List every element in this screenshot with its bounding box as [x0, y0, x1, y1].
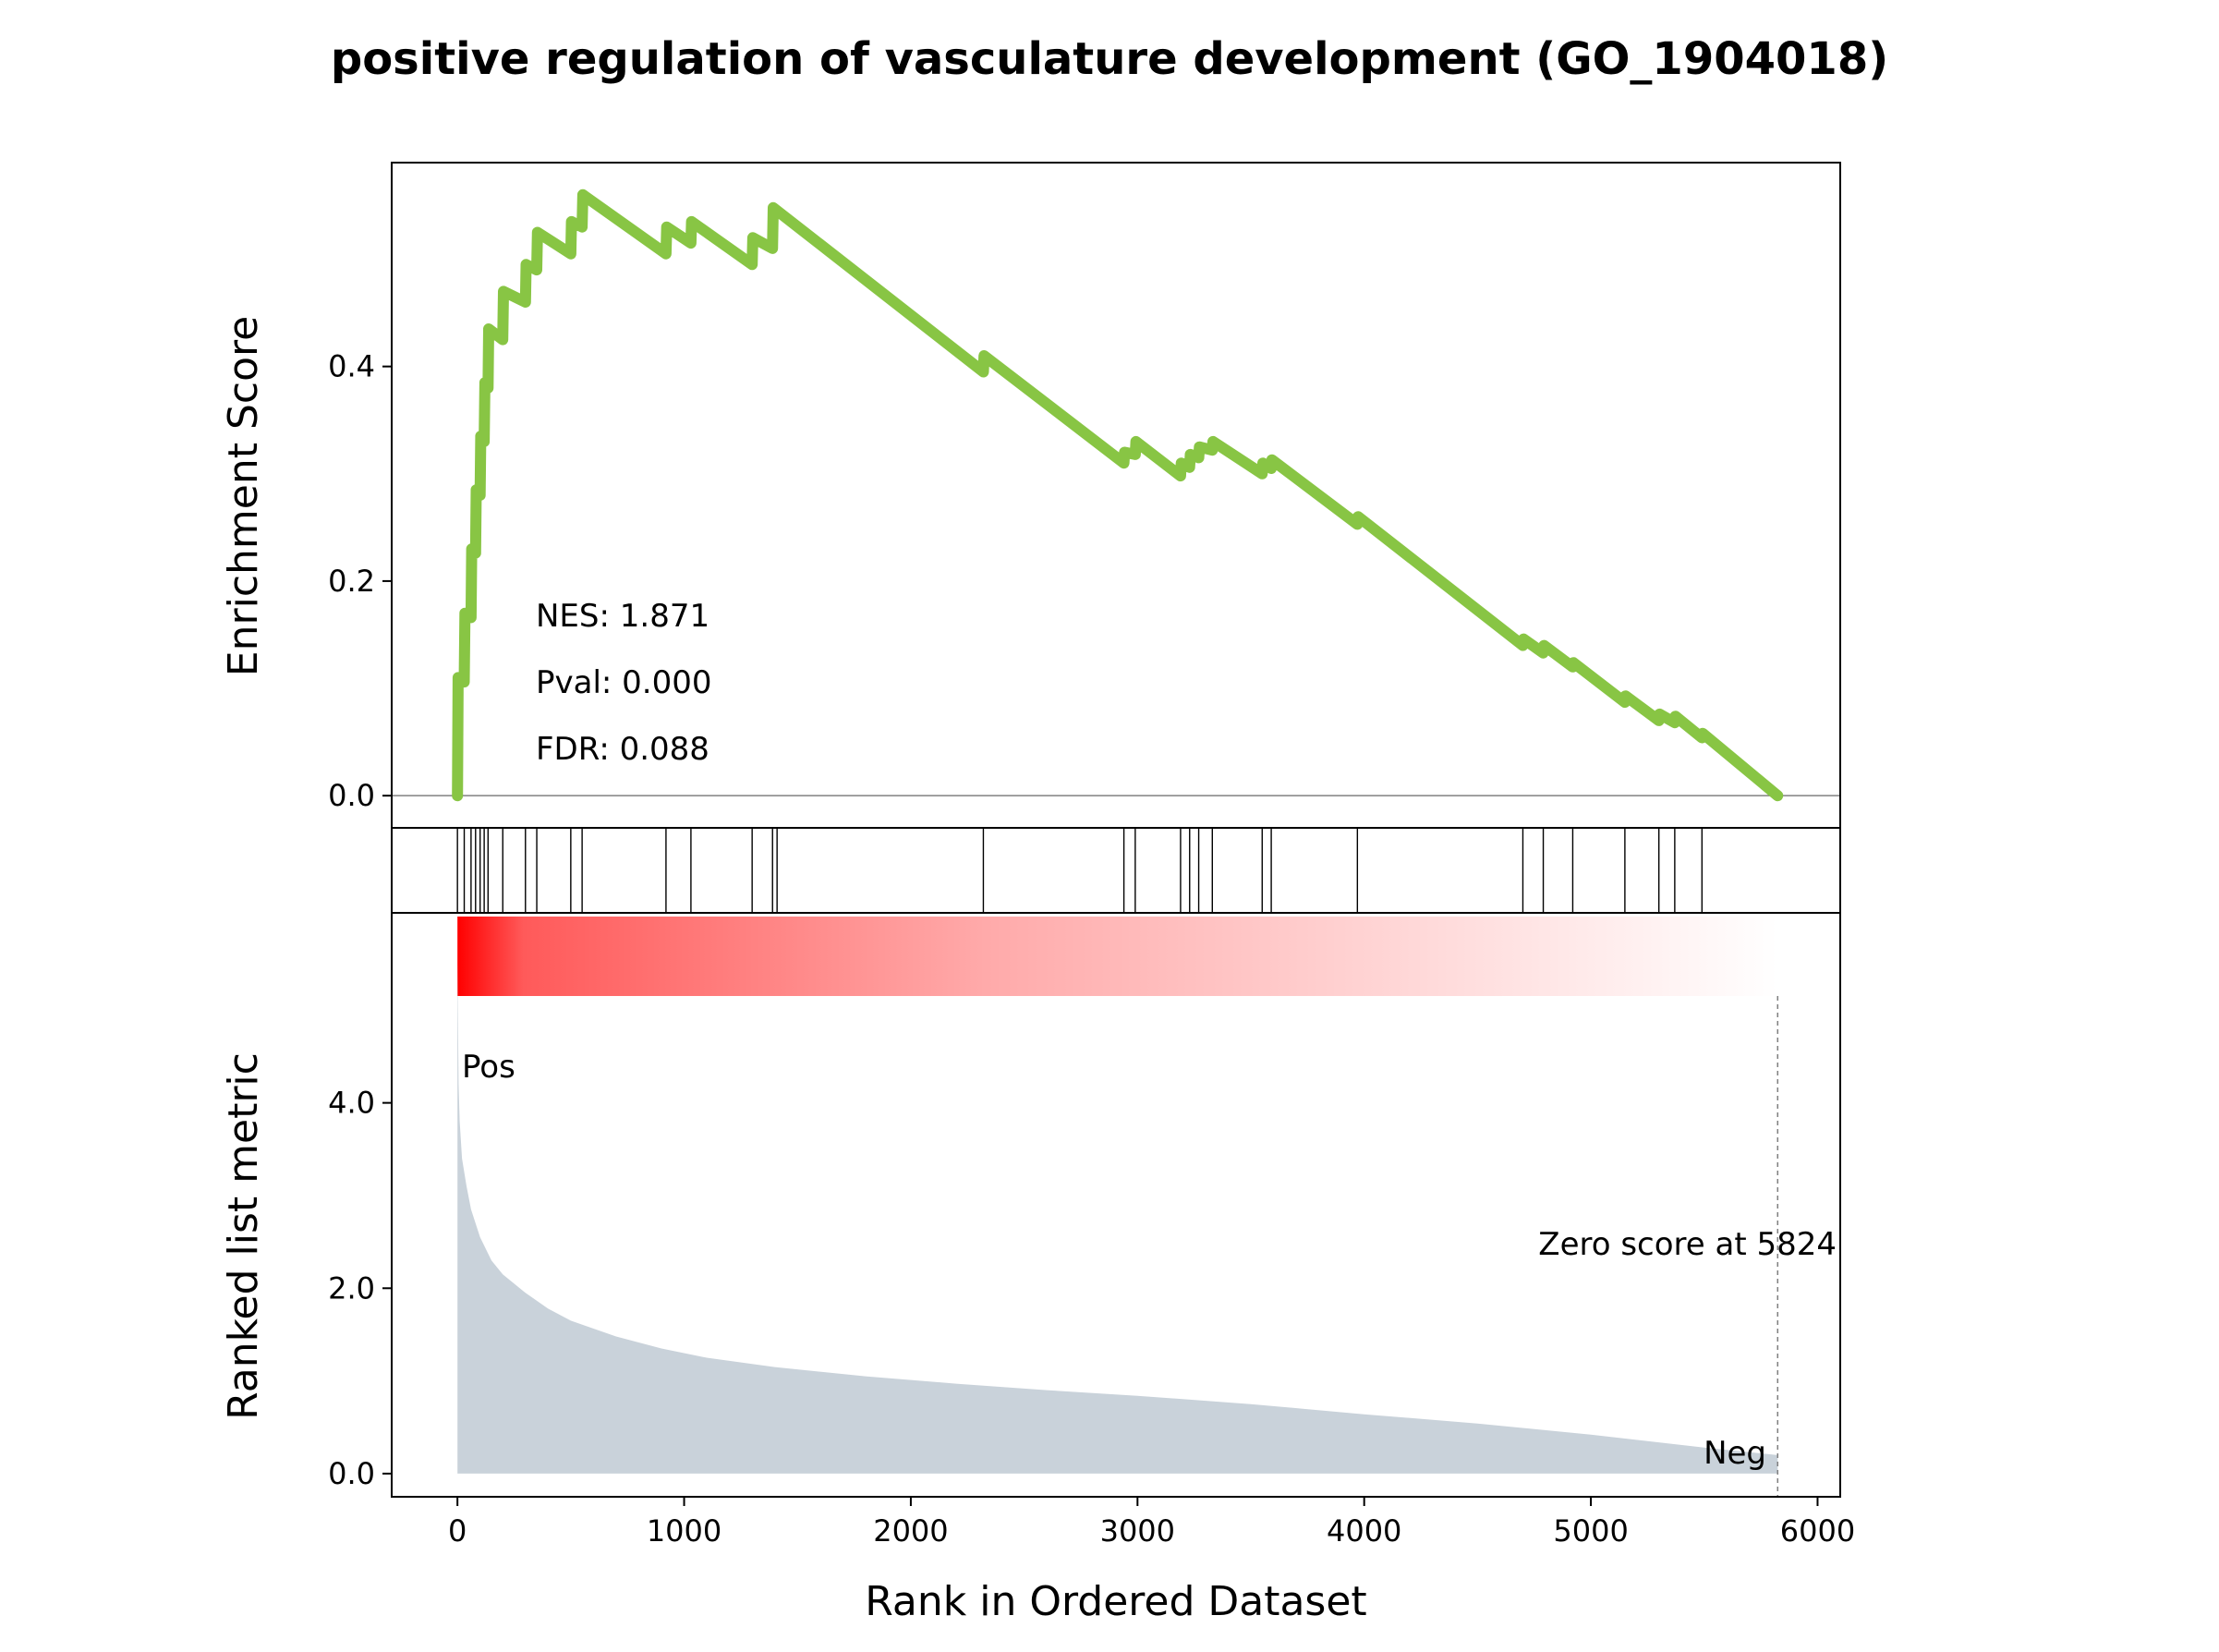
hits-panel-frame — [391, 827, 1841, 914]
rank-y-tick-label: 0.0 — [328, 1456, 375, 1491]
es-y-axis-label: Enrichment Score — [220, 316, 267, 676]
es-y-tick-label: 0.4 — [328, 349, 375, 384]
x-tick-label: 1000 — [647, 1513, 721, 1549]
rank-y-tick-label: 2.0 — [328, 1270, 375, 1306]
x-tick-label: 0 — [448, 1513, 467, 1549]
rank-y-tick-label: 4.0 — [328, 1086, 375, 1121]
ranked-metric-area — [457, 964, 1778, 1474]
zero-score-annotation: Zero score at 5824 — [1538, 1226, 1837, 1263]
es-y-tick-label: 0.2 — [328, 564, 375, 599]
rank-panel-frame — [391, 912, 1841, 1498]
es-panel-frame — [391, 162, 1841, 829]
rank-y-axis-label: Ranked list metric — [220, 1052, 267, 1420]
rank-y-ticks: 0.0 2.0 4.0 — [328, 1086, 392, 1491]
hit-ticks-panel — [391, 827, 1841, 914]
gene-hits — [456, 828, 1704, 913]
x-ticks: 0 1000 2000 3000 4000 5000 6000 — [448, 1497, 1855, 1549]
x-tick-label: 5000 — [1553, 1513, 1628, 1549]
nes-annotation: NES: 1.871 — [536, 598, 709, 635]
fdr-annotation: FDR: 0.088 — [536, 731, 709, 768]
neg-label: Neg — [1704, 1435, 1766, 1472]
enrichment-score-panel: 0.0 0.2 0.4 Enrichment Score NES: 1.871 Pv… — [220, 162, 1841, 829]
x-axis-label: Rank in Ordered Dataset — [865, 1578, 1366, 1625]
pval-annotation: Pval: 0.000 — [536, 664, 712, 701]
pos-label: Pos — [462, 1049, 515, 1086]
chart-title: positive regulation of vasculature devel… — [331, 33, 1888, 85]
x-tick-label: 2000 — [873, 1513, 948, 1549]
es-y-tick-label: 0.0 — [328, 778, 375, 813]
x-tick-label: 6000 — [1780, 1513, 1855, 1549]
rank-heatmap-bar — [457, 917, 1778, 996]
es-y-ticks: 0.0 0.2 0.4 — [328, 349, 392, 813]
enrichment-score-line — [452, 188, 1784, 802]
ranked-metric-panel: Pos Neg Zero score at 5824 0.0 2.0 4.0 Ran… — [220, 912, 1841, 1498]
x-tick-label: 3000 — [1100, 1513, 1175, 1549]
x-tick-label: 4000 — [1327, 1513, 1401, 1549]
